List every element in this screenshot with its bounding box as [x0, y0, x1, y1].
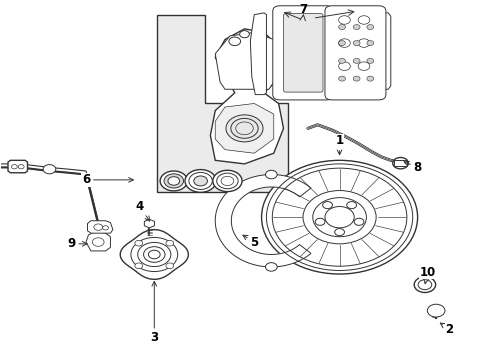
Text: 5: 5: [243, 235, 258, 248]
FancyBboxPatch shape: [325, 6, 385, 100]
Circle shape: [225, 115, 263, 142]
Polygon shape: [215, 103, 273, 153]
FancyBboxPatch shape: [272, 6, 333, 100]
Circle shape: [135, 240, 142, 246]
Polygon shape: [157, 15, 288, 192]
Text: 2: 2: [439, 323, 452, 336]
Circle shape: [265, 263, 277, 271]
Circle shape: [338, 39, 349, 48]
Circle shape: [357, 16, 369, 24]
Circle shape: [228, 37, 240, 46]
Text: 6: 6: [81, 174, 133, 186]
Circle shape: [338, 16, 349, 24]
Polygon shape: [250, 13, 266, 95]
Circle shape: [184, 170, 216, 192]
Circle shape: [366, 76, 373, 81]
Polygon shape: [377, 13, 390, 89]
Circle shape: [357, 39, 369, 48]
FancyBboxPatch shape: [283, 14, 323, 92]
Circle shape: [135, 263, 142, 269]
Circle shape: [163, 174, 183, 188]
Circle shape: [165, 240, 173, 246]
Circle shape: [366, 58, 373, 63]
Circle shape: [43, 165, 56, 174]
Circle shape: [357, 62, 369, 71]
Circle shape: [315, 218, 325, 225]
Circle shape: [334, 229, 344, 236]
Circle shape: [261, 160, 417, 274]
Bar: [393, 160, 407, 166]
Polygon shape: [120, 230, 188, 279]
Text: 9: 9: [67, 237, 87, 250]
Circle shape: [193, 176, 207, 186]
Text: 3: 3: [150, 282, 158, 345]
Polygon shape: [210, 29, 283, 164]
Circle shape: [165, 263, 173, 269]
Circle shape: [352, 41, 359, 46]
Circle shape: [338, 24, 345, 30]
Circle shape: [352, 58, 359, 63]
Circle shape: [239, 31, 249, 38]
Circle shape: [102, 226, 108, 230]
Circle shape: [338, 41, 345, 46]
Text: 4: 4: [135, 200, 149, 221]
Circle shape: [427, 304, 444, 317]
Polygon shape: [86, 231, 110, 251]
Circle shape: [353, 218, 363, 225]
Circle shape: [322, 202, 332, 209]
Circle shape: [366, 24, 373, 30]
Polygon shape: [8, 160, 27, 173]
Circle shape: [265, 170, 277, 179]
Text: 7: 7: [298, 4, 306, 17]
Polygon shape: [144, 219, 154, 228]
Circle shape: [352, 76, 359, 81]
Circle shape: [413, 277, 435, 293]
Circle shape: [160, 171, 187, 191]
Text: 10: 10: [418, 266, 435, 284]
Circle shape: [167, 177, 179, 185]
Circle shape: [352, 24, 359, 30]
Polygon shape: [215, 32, 278, 89]
Circle shape: [338, 58, 345, 63]
Text: 1: 1: [335, 134, 343, 155]
Circle shape: [392, 157, 407, 169]
Circle shape: [212, 170, 242, 192]
Text: 8: 8: [403, 161, 421, 174]
Circle shape: [338, 76, 345, 81]
Circle shape: [338, 62, 349, 71]
Polygon shape: [215, 175, 310, 267]
Polygon shape: [87, 221, 113, 233]
Circle shape: [94, 224, 102, 230]
Circle shape: [346, 202, 356, 209]
Circle shape: [366, 41, 373, 46]
